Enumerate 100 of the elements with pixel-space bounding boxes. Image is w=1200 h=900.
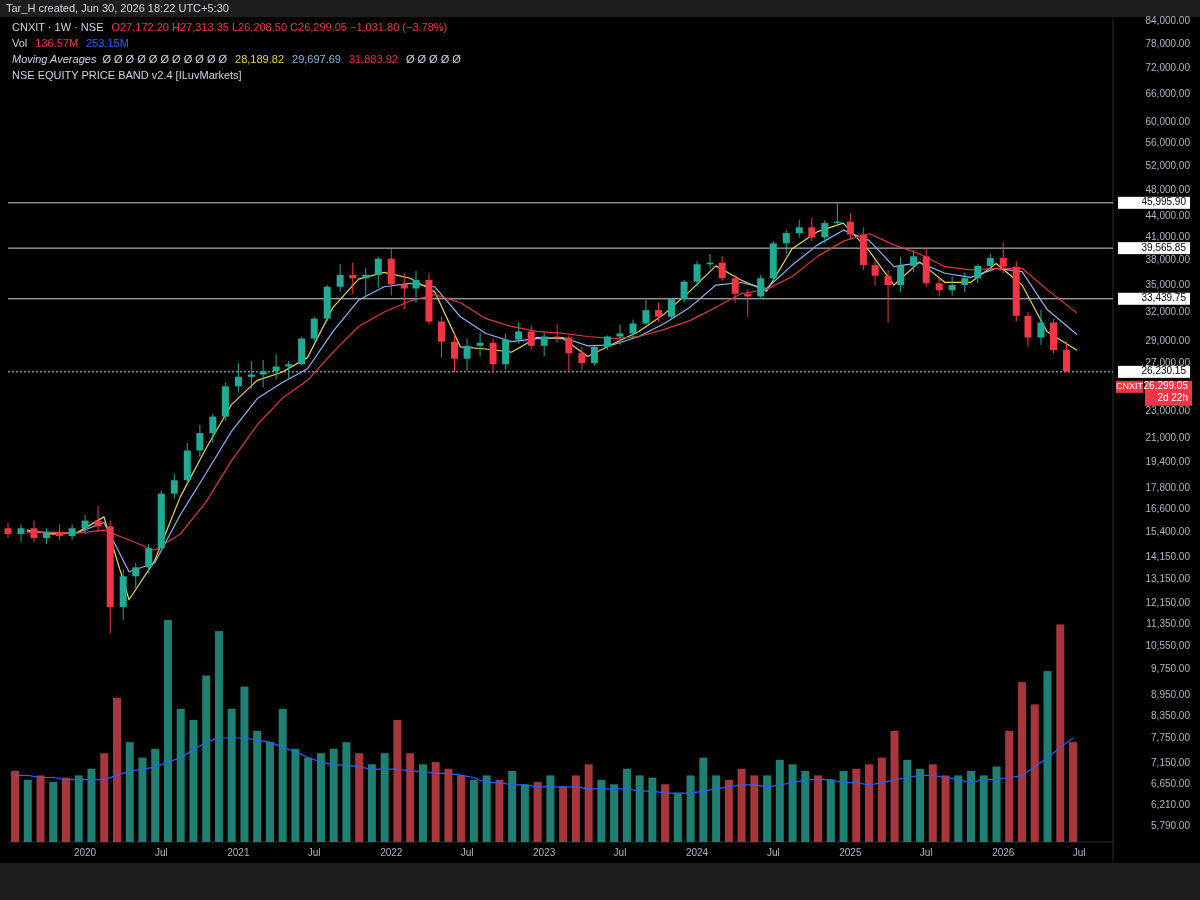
candlestick xyxy=(374,256,382,289)
candlestick xyxy=(961,271,969,293)
bar xyxy=(865,764,874,842)
x-tick-label: Jul xyxy=(766,846,780,858)
candlestick xyxy=(731,274,739,304)
candlestick xyxy=(489,338,497,373)
candlestick xyxy=(629,319,637,340)
bar xyxy=(406,753,415,842)
y-tick-label: 17,800.00 xyxy=(1145,482,1191,494)
candlestick xyxy=(821,219,829,244)
bar xyxy=(788,764,797,842)
bar xyxy=(533,782,542,842)
bar xyxy=(100,753,109,842)
bar xyxy=(648,777,657,842)
bar xyxy=(342,742,351,842)
bar xyxy=(457,775,466,842)
y-tick-label: 32,000.00 xyxy=(1145,305,1191,317)
x-tick-label: Jul xyxy=(1072,846,1086,858)
bar xyxy=(890,731,899,842)
bar xyxy=(992,766,1001,842)
bar xyxy=(1043,671,1052,842)
candlestick xyxy=(336,263,344,293)
bar xyxy=(584,764,593,842)
y-tick-label: 48,000.00 xyxy=(1145,183,1191,195)
y-tick-label: 78,000.00 xyxy=(1145,37,1191,49)
bar xyxy=(49,782,58,842)
y-tick-label: 35,000.00 xyxy=(1145,278,1191,290)
bar xyxy=(839,770,848,842)
legend-title: Moving Averages xyxy=(12,53,97,65)
bar xyxy=(520,784,529,842)
candlestick xyxy=(808,217,816,242)
candlestick xyxy=(999,242,1007,274)
candlestick xyxy=(1063,341,1070,373)
candlestick xyxy=(527,324,535,351)
candlestick xyxy=(259,359,267,389)
bar xyxy=(1030,704,1039,842)
bar xyxy=(635,775,644,842)
bar xyxy=(163,620,172,842)
annotation: O27,172.20 H27,313.35 L26,208.50 C26,299.05 −1,031.80 (−3.78%) xyxy=(111,21,448,33)
bar xyxy=(329,748,338,842)
x-tick-label: 2020 xyxy=(73,846,97,858)
ref-line-label: 45,995.90 xyxy=(1141,196,1187,208)
y-tick-label: 44,000.00 xyxy=(1145,209,1191,221)
annotation: NSE EQUITY PRICE BAND v2.4 [ILuvMarkets] xyxy=(12,69,242,81)
candlestick xyxy=(196,424,204,457)
bar xyxy=(176,708,185,842)
y-tick-label: 8,950.00 xyxy=(1151,689,1191,701)
x-tick-label: Jul xyxy=(919,846,933,858)
bar xyxy=(661,784,670,842)
candlestick xyxy=(871,259,879,287)
bar xyxy=(826,779,835,842)
y-tick-label: 12,150.00 xyxy=(1145,597,1191,609)
bar xyxy=(61,777,70,842)
y-tick-label: 6,650.00 xyxy=(1151,778,1191,790)
text: 31,883.92 xyxy=(348,53,398,65)
candlestick xyxy=(974,263,982,284)
bar xyxy=(750,775,759,842)
bar xyxy=(125,742,134,842)
bar xyxy=(482,775,491,842)
y-tick-label: 7,150.00 xyxy=(1151,756,1191,768)
y-tick-label: 52,000.00 xyxy=(1145,159,1191,171)
candlestick xyxy=(540,331,548,358)
ref-line-label: 39,565.85 xyxy=(1141,241,1187,253)
bar xyxy=(979,775,988,842)
y-tick-label: 6,210.00 xyxy=(1151,799,1191,811)
text: CNXIT xyxy=(1116,381,1144,392)
bar xyxy=(214,631,223,842)
y-tick-label: 21,000.00 xyxy=(1145,432,1191,444)
candlestick xyxy=(349,262,357,295)
candlestick xyxy=(897,256,905,293)
candlestick xyxy=(590,345,598,366)
bar xyxy=(444,768,453,842)
bar xyxy=(1056,624,1065,842)
bar xyxy=(138,757,147,842)
bar xyxy=(278,708,287,842)
bar xyxy=(712,775,721,842)
y-tick-label: 23,000.00 xyxy=(1145,405,1191,417)
ref-line-label: 26,230.15 xyxy=(1141,365,1187,377)
bar xyxy=(622,768,631,842)
bar xyxy=(1005,731,1014,842)
bar xyxy=(74,775,83,842)
annotation: Ø Ø Ø Ø Ø Ø Ø Ø Ø Ø Ø xyxy=(102,53,228,65)
y-tick-label: 8,350.00 xyxy=(1151,709,1191,721)
bar xyxy=(724,779,733,842)
candlestick xyxy=(68,523,76,541)
bar xyxy=(673,793,682,842)
candlestick xyxy=(642,299,650,326)
bar xyxy=(877,757,886,842)
candlestick xyxy=(145,543,153,575)
y-tick-label: 19,400.00 xyxy=(1145,456,1191,468)
y-tick-label: 15,400.00 xyxy=(1145,525,1191,537)
bar xyxy=(87,768,96,842)
chart-subtitle: Tar_H created, Jun 30, 2026 18:22 UTC+5:30 xyxy=(6,2,229,14)
bar xyxy=(367,764,376,842)
x-tick-label: 2026 xyxy=(992,846,1015,858)
bar xyxy=(508,770,517,842)
bar xyxy=(954,775,963,842)
text: 28,189.82 xyxy=(235,53,285,65)
bar xyxy=(291,748,300,842)
bar xyxy=(814,775,823,842)
